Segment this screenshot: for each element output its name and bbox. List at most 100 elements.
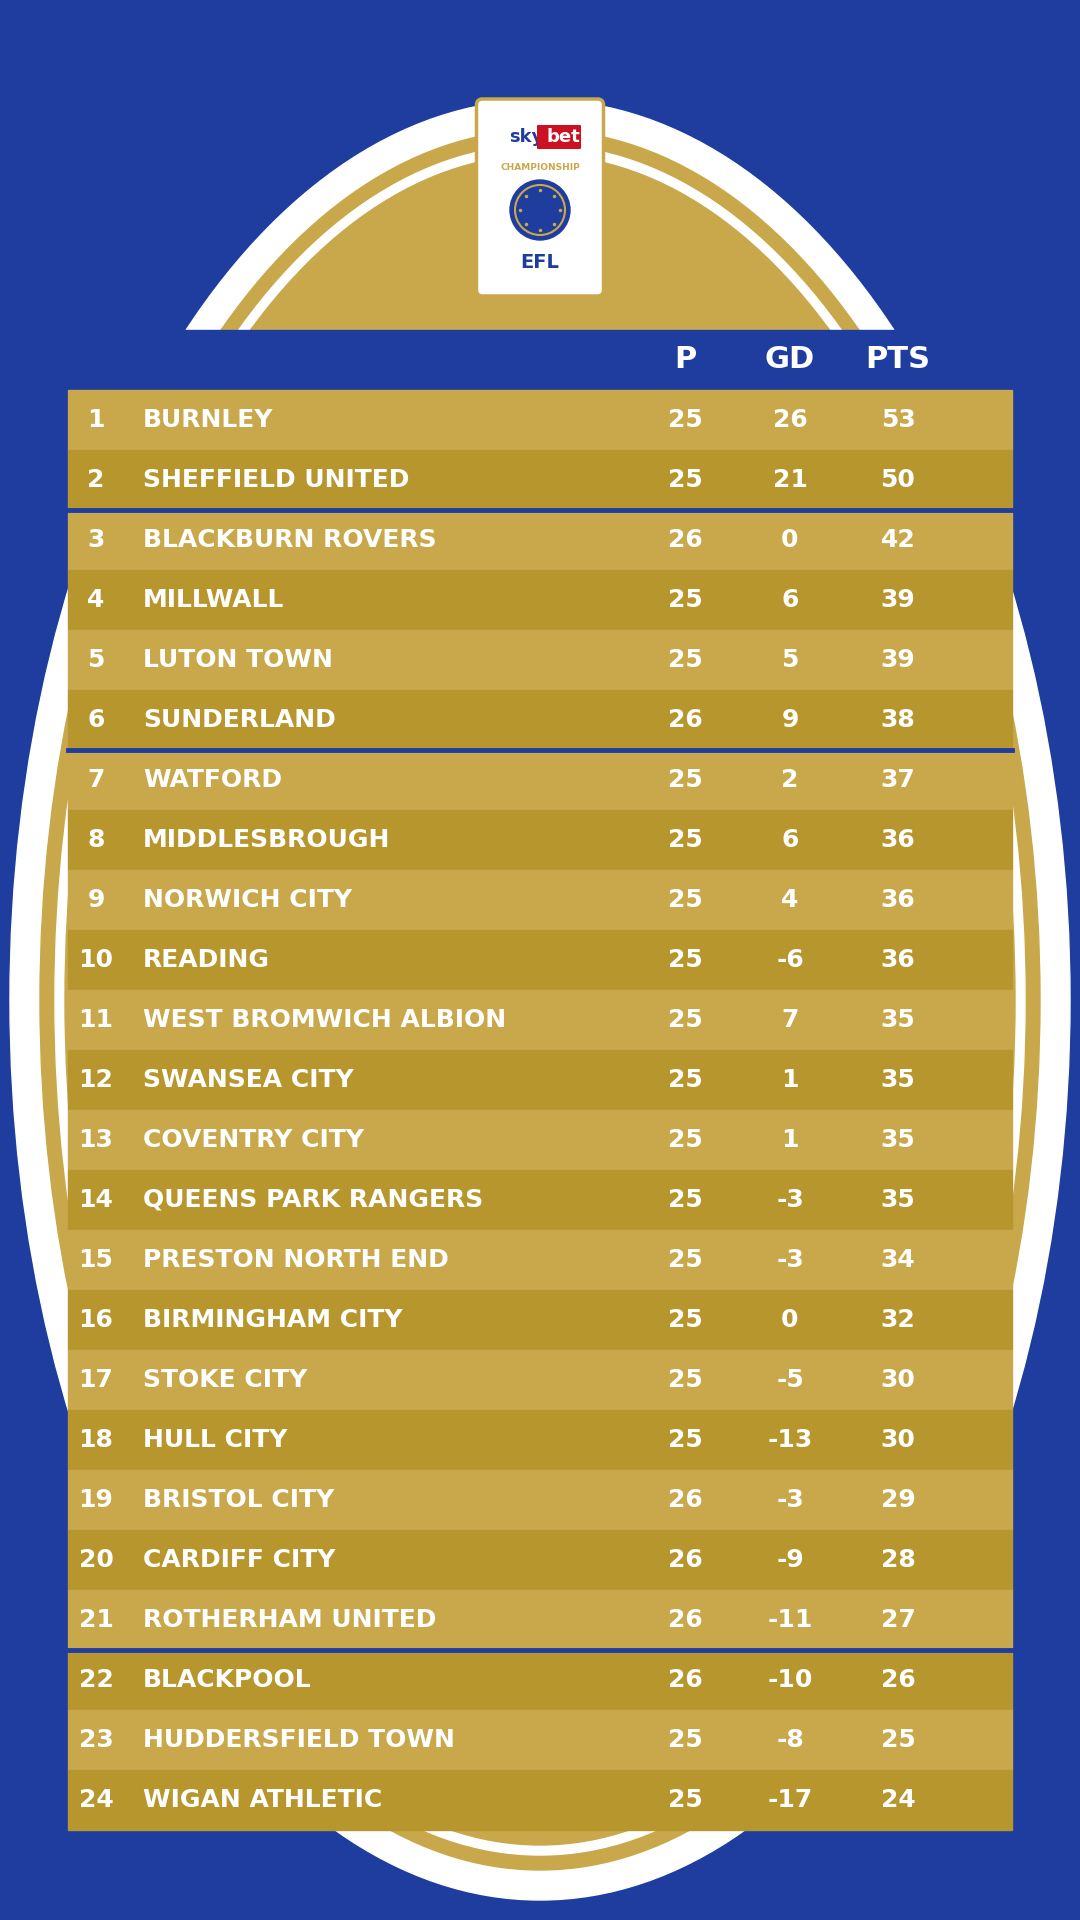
Text: MIDDLESBROUGH: MIDDLESBROUGH: [143, 828, 390, 852]
Text: 35: 35: [880, 1008, 916, 1033]
Text: 6: 6: [781, 828, 799, 852]
Text: 36: 36: [880, 887, 916, 912]
Text: 25: 25: [667, 1788, 702, 1812]
Text: 26: 26: [772, 409, 808, 432]
Text: PTS: PTS: [865, 346, 931, 374]
Bar: [68, 1770, 1012, 1830]
Text: 12: 12: [79, 1068, 113, 1092]
Text: BRISTOL CITY: BRISTOL CITY: [143, 1488, 334, 1513]
Bar: [68, 1169, 1012, 1231]
Text: WATFORD: WATFORD: [143, 768, 282, 791]
Text: -11: -11: [767, 1609, 812, 1632]
Text: 0: 0: [781, 528, 799, 553]
Bar: [68, 1231, 1012, 1290]
FancyBboxPatch shape: [537, 125, 581, 150]
Text: 14: 14: [79, 1188, 113, 1212]
Text: 35: 35: [880, 1068, 916, 1092]
Text: 8: 8: [87, 828, 105, 852]
Text: PRESTON NORTH END: PRESTON NORTH END: [143, 1248, 449, 1271]
Text: 7: 7: [87, 768, 105, 791]
Text: 30: 30: [880, 1428, 916, 1452]
Text: 27: 27: [880, 1609, 916, 1632]
Text: BIRMINGHAM CITY: BIRMINGHAM CITY: [143, 1308, 403, 1332]
Text: 25: 25: [667, 768, 702, 791]
Bar: [68, 1409, 1012, 1471]
Text: 11: 11: [79, 1008, 113, 1033]
Text: 6: 6: [781, 588, 799, 612]
Bar: [68, 1350, 1012, 1409]
Text: 30: 30: [880, 1367, 916, 1392]
Text: 25: 25: [667, 1308, 702, 1332]
Text: 13: 13: [79, 1129, 113, 1152]
Text: 26: 26: [667, 1668, 702, 1692]
Text: 25: 25: [880, 1728, 916, 1751]
Bar: [68, 1711, 1012, 1770]
Text: 6: 6: [87, 708, 105, 732]
Text: SUNDERLAND: SUNDERLAND: [143, 708, 336, 732]
Text: 28: 28: [880, 1548, 916, 1572]
Bar: [68, 870, 1012, 929]
Text: 39: 39: [880, 588, 916, 612]
Bar: [68, 390, 1012, 449]
Text: 39: 39: [880, 649, 916, 672]
Bar: [68, 1649, 1012, 1711]
Text: -3: -3: [777, 1248, 804, 1271]
Text: bet: bet: [546, 129, 580, 146]
Text: COVENTRY CITY: COVENTRY CITY: [143, 1129, 364, 1152]
Text: 20: 20: [79, 1548, 113, 1572]
Text: 15: 15: [79, 1248, 113, 1271]
Text: 22: 22: [79, 1668, 113, 1692]
Text: 4: 4: [87, 588, 105, 612]
Ellipse shape: [65, 156, 1015, 1845]
Text: 24: 24: [79, 1788, 113, 1812]
Text: 0: 0: [781, 1308, 799, 1332]
Text: QUEENS PARK RANGERS: QUEENS PARK RANGERS: [143, 1188, 483, 1212]
Text: 17: 17: [79, 1367, 113, 1392]
Text: -10: -10: [767, 1668, 812, 1692]
Text: HUDDERSFIELD TOWN: HUDDERSFIELD TOWN: [143, 1728, 455, 1751]
Text: 18: 18: [79, 1428, 113, 1452]
Bar: [68, 1530, 1012, 1590]
Text: 25: 25: [667, 887, 702, 912]
Ellipse shape: [40, 131, 1040, 1870]
Text: 38: 38: [880, 708, 916, 732]
Text: 21: 21: [772, 468, 808, 492]
Text: 42: 42: [880, 528, 916, 553]
Bar: [68, 810, 1012, 870]
Text: CHAMPIONSHIP: CHAMPIONSHIP: [500, 163, 580, 171]
Text: 25: 25: [667, 468, 702, 492]
Text: BLACKPOOL: BLACKPOOL: [143, 1668, 312, 1692]
Text: sky: sky: [509, 129, 543, 146]
Text: 21: 21: [79, 1609, 113, 1632]
Text: MILLWALL: MILLWALL: [143, 588, 284, 612]
Text: NORWICH CITY: NORWICH CITY: [143, 887, 352, 912]
Bar: [68, 330, 1012, 390]
Text: -13: -13: [768, 1428, 812, 1452]
Text: -8: -8: [777, 1728, 804, 1751]
Text: 25: 25: [667, 1068, 702, 1092]
Text: -5: -5: [777, 1367, 804, 1392]
FancyBboxPatch shape: [476, 100, 604, 296]
Text: 10: 10: [79, 948, 113, 972]
Text: 25: 25: [667, 409, 702, 432]
Text: SHEFFIELD UNITED: SHEFFIELD UNITED: [143, 468, 409, 492]
Text: HULL CITY: HULL CITY: [143, 1428, 287, 1452]
Circle shape: [510, 180, 570, 240]
Text: -3: -3: [777, 1488, 804, 1513]
Text: READING: READING: [143, 948, 270, 972]
Text: 16: 16: [79, 1308, 113, 1332]
Ellipse shape: [55, 146, 1025, 1855]
Text: 7: 7: [781, 1008, 799, 1033]
Text: 26: 26: [667, 1548, 702, 1572]
Bar: [68, 751, 1012, 810]
Bar: [68, 449, 1012, 511]
Text: 25: 25: [667, 1367, 702, 1392]
Text: 50: 50: [880, 468, 916, 492]
Text: -6: -6: [777, 948, 804, 972]
Text: -9: -9: [777, 1548, 804, 1572]
Text: 24: 24: [880, 1788, 916, 1812]
Text: 9: 9: [781, 708, 799, 732]
Bar: [68, 1110, 1012, 1169]
Text: BURNLEY: BURNLEY: [143, 409, 273, 432]
Text: 32: 32: [880, 1308, 916, 1332]
